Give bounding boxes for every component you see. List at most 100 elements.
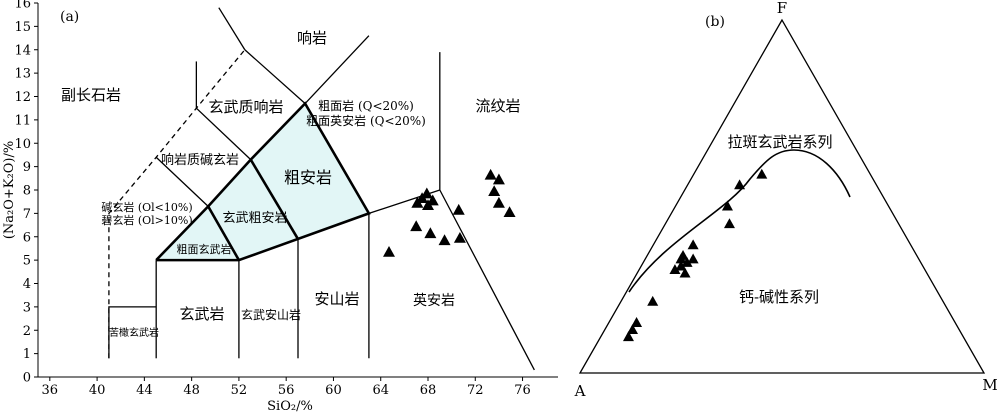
label-foidite: 副长石岩	[61, 86, 121, 104]
afm-point	[647, 295, 659, 306]
x-tick-label: 68	[420, 383, 437, 398]
afm-point	[721, 200, 733, 211]
afm-point	[681, 257, 693, 267]
boundary-phonolite-left	[218, 7, 246, 51]
vertex-label-m: M	[982, 376, 997, 394]
y-tick-label: 15	[14, 20, 31, 35]
y-tick-label: 2	[23, 324, 31, 339]
y-tick-label: 10	[14, 137, 31, 152]
y-tick-label: 5	[23, 254, 31, 269]
x-tick-label: 60	[325, 383, 342, 398]
label-andesite: 安山岩	[314, 290, 359, 308]
tas-point	[424, 227, 437, 239]
y-tick-label: 1	[23, 347, 31, 362]
boundary-dacite-right	[439, 189, 535, 371]
region-label-calc-alkaline: 钙-碱性系列	[739, 288, 819, 306]
y-axis-title: (Na₂O+K₂O)/%	[2, 141, 17, 239]
tas-point	[488, 185, 501, 197]
boundary-phonotephrite-top	[195, 107, 252, 161]
afm-data-points	[622, 168, 768, 342]
label-basalt: 玄武岩	[179, 305, 224, 323]
boundary-phonolite-right	[304, 35, 370, 104]
afm-dividing-curve	[628, 149, 851, 293]
label-trachyandesite: 粗安岩	[284, 168, 332, 187]
y-tick-label: 16	[14, 0, 31, 12]
label-dacite: 英安岩	[413, 292, 455, 309]
label-phonolite: 响岩	[297, 29, 327, 47]
x-tick-label: 44	[136, 383, 153, 398]
boundary-trachybasalt-top	[207, 205, 241, 261]
y-tick-label: 12	[14, 90, 31, 105]
afm-point	[631, 317, 643, 327]
y-tick-label: 3	[23, 300, 31, 315]
afm-point	[622, 331, 634, 342]
y-tick-label: 7	[23, 207, 31, 222]
x-tick-label: 64	[372, 383, 389, 398]
tas-axes: 36 40 44 48 52 56 60 64 68 72 76012345678910111213…	[2, 0, 558, 413]
afm-point	[734, 179, 746, 190]
boundary-bta-right	[249, 158, 300, 240]
x-tick-label: 48	[183, 383, 200, 398]
label-rhyolite: 流纹岩	[475, 97, 520, 115]
x-tick-label: 40	[89, 383, 106, 398]
x-tick-label: 36	[42, 383, 59, 398]
label-basaltic-trachyandesite: 玄武粗安岩	[222, 211, 287, 226]
region-label-tholeiitic: 拉斑玄武岩系列	[727, 133, 832, 151]
label-phonotephrite: 响岩质碱玄岩	[161, 152, 239, 168]
tas-point	[410, 220, 423, 232]
y-tick-label: 14	[14, 43, 31, 58]
afm-triangle-outline	[578, 18, 986, 374]
tas-data-points	[383, 168, 516, 257]
y-tick-label: 0	[23, 371, 31, 386]
label-basanite: 碧玄岩 (Ol>10%)	[101, 213, 192, 227]
tas-point	[453, 231, 466, 243]
afm-point	[677, 249, 689, 260]
tas-point	[420, 187, 433, 199]
x-tick-label: 72	[467, 383, 484, 398]
boundary-tephriphonolite-top	[244, 49, 306, 104]
vertex-label-a: A	[574, 382, 586, 400]
tas-diagram: 36 40 44 48 52 56 60 64 68 72 76012345678910111213…	[2, 0, 558, 413]
label-trachydacite: 粗面英安岩 (Q<20%)	[306, 113, 426, 128]
tas-point	[438, 234, 451, 246]
boundary-picrobasalt	[108, 306, 157, 359]
label-tephriphonolite: 玄武质响岩	[208, 98, 283, 116]
x-tick-label: 52	[231, 383, 248, 398]
afm-point	[723, 218, 735, 229]
tas-point	[484, 168, 497, 180]
y-tick-label: 4	[23, 277, 31, 292]
y-tick-label: 9	[23, 160, 31, 175]
afm-point	[627, 324, 639, 335]
tas-point	[492, 196, 505, 208]
y-tick-label: 13	[14, 67, 31, 82]
afm-point	[687, 253, 699, 264]
boundary-tephrite-top	[155, 156, 209, 207]
label-tephrite: 碱玄岩 (Ol<10%)	[101, 200, 192, 214]
afm-point	[679, 267, 691, 278]
x-tick-label: 76	[514, 383, 531, 398]
label-basaltic-andesite: 玄武安山岩	[241, 307, 301, 322]
panel-label-b: (b)	[705, 14, 725, 30]
panel-label-a: (a)	[60, 9, 79, 25]
tas-field-boundaries	[108, 7, 535, 371]
tas-point	[426, 194, 439, 206]
afm-point	[687, 239, 699, 250]
tas-point	[503, 206, 516, 218]
tas-point	[383, 245, 395, 257]
label-picrobasalt: 苦橄玄武岩	[109, 326, 159, 339]
afm-point	[669, 264, 681, 274]
afm-triangle	[578, 18, 986, 374]
boundary-foidite-dashed	[108, 49, 246, 359]
label-trachybasalt: 粗面玄武岩	[177, 242, 232, 256]
afm-point	[756, 168, 768, 179]
vertex-label-f: F	[777, 0, 787, 17]
label-trachyte: 粗面岩 (Q<20%)	[318, 98, 414, 113]
afm-point	[675, 260, 687, 271]
tas-point	[492, 173, 505, 185]
x-tick-label: 56	[278, 383, 295, 398]
y-tick-label: 8	[23, 184, 31, 199]
tas-point	[452, 203, 465, 215]
